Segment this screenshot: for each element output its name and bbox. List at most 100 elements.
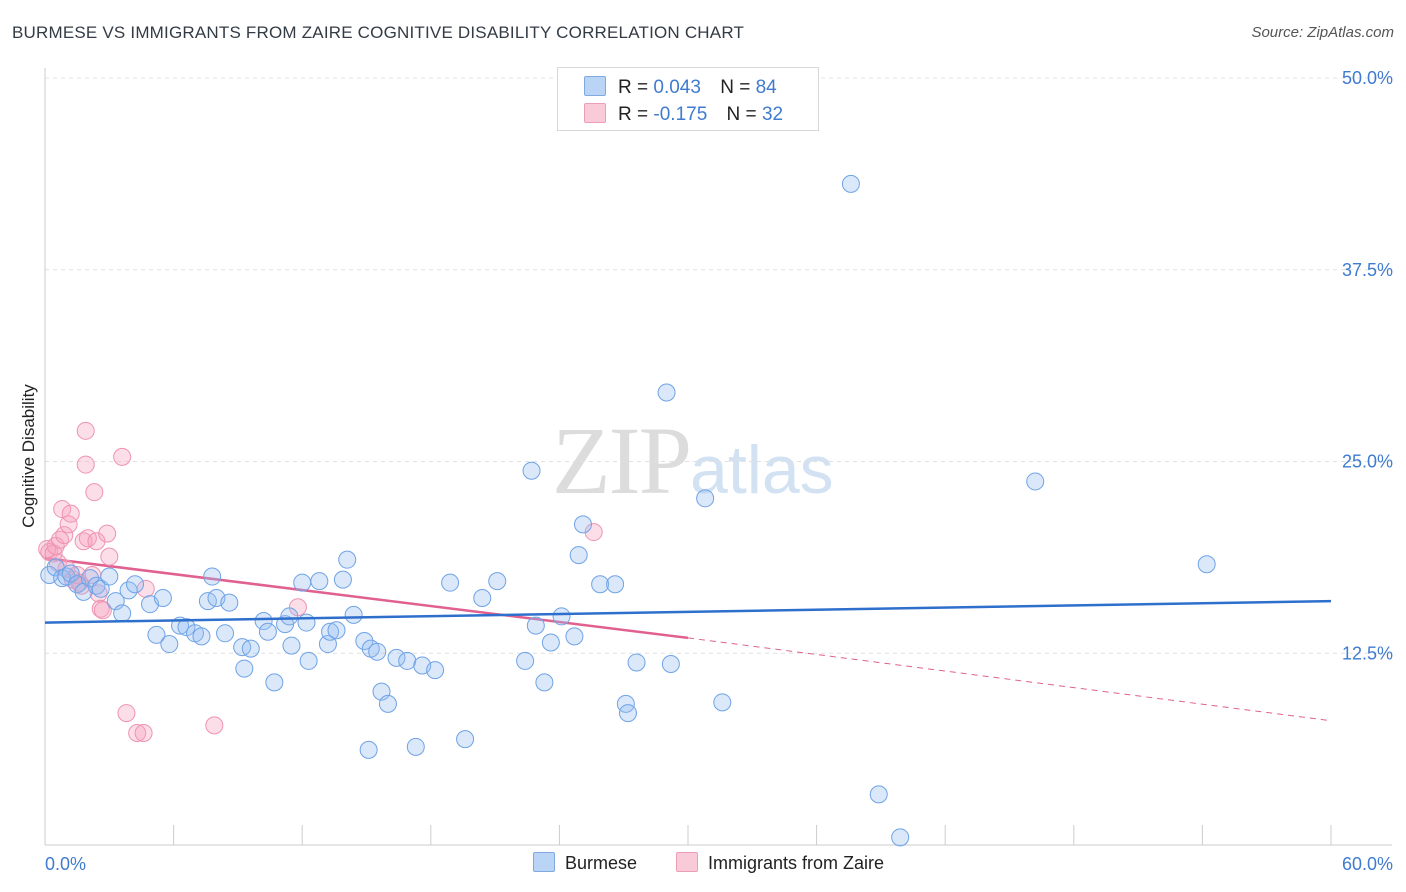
zaire-point [584, 523, 603, 542]
burmese-point [696, 489, 715, 508]
zaire-point [89, 584, 108, 603]
burmese-point [61, 564, 80, 583]
burmese-point [299, 651, 318, 670]
burmese-point [220, 593, 239, 612]
burmese-point [488, 572, 507, 591]
burmese-point [203, 567, 222, 586]
burmese-point [241, 639, 260, 658]
x-tick-label: 0.0% [45, 854, 86, 874]
legend-n-value: 84 [755, 77, 777, 98]
burmese-point [869, 785, 888, 804]
burmese-point [387, 648, 406, 667]
burmese-point [713, 693, 732, 712]
burmese-point [657, 383, 676, 402]
burmese-point [573, 515, 592, 534]
burmese-point [333, 570, 352, 589]
burmese-point [280, 607, 299, 626]
burmese-point [661, 654, 680, 673]
legend-row-zaire: R = -0.175 N = 32 [584, 103, 783, 127]
zaire-point [55, 526, 74, 545]
burmese-point [344, 605, 363, 624]
burmese-point [406, 737, 425, 756]
burmese-point [293, 573, 312, 592]
burmese-point [378, 694, 397, 713]
bottom-legend-swatch-burmese [533, 852, 555, 872]
burmese-point [618, 704, 637, 723]
burmese-point [359, 740, 378, 759]
legend-row-burmese: R = 0.043 N = 84 [584, 76, 777, 100]
burmese-point [606, 575, 625, 594]
axes [44, 68, 1392, 846]
burmese-point [282, 636, 301, 655]
zaire-point [87, 532, 106, 551]
burmese-point [565, 627, 584, 646]
burmese-point [258, 622, 277, 641]
burmese-point [355, 631, 374, 650]
burmese-point [627, 653, 646, 672]
burmese-point [1026, 472, 1045, 491]
y-tick-label: 12.5% [1342, 643, 1393, 663]
zaire-point [76, 455, 95, 474]
burmese-point [265, 673, 284, 692]
y-tick-label: 50.0% [1342, 68, 1393, 88]
zaire-point [61, 504, 80, 523]
zaire-trend-extension [687, 637, 1332, 722]
burmese-point [441, 573, 460, 592]
zaire-point [128, 724, 147, 743]
burmese-point [516, 651, 535, 670]
tick-labels: 12.5% 25.0% 37.5% 50.0% 0.0% 60.0% Cognitive D… [19, 68, 1393, 874]
burmese-point [327, 621, 346, 640]
legend-swatch-zaire [584, 103, 606, 123]
legend-swatch-burmese [584, 76, 606, 96]
burmese-point [368, 642, 387, 661]
zaire-point [93, 601, 112, 620]
burmese-point [456, 730, 475, 749]
burmese-point [160, 635, 179, 654]
burmese-point [310, 572, 329, 591]
legend-r-value: -0.175 [653, 104, 708, 125]
grid-lines [45, 77, 1392, 654]
burmese-point [297, 613, 316, 632]
burmese-point [1197, 555, 1216, 574]
legend-r-label: R = [618, 77, 649, 98]
burmese-point [522, 461, 541, 480]
burmese-point [216, 624, 235, 643]
legend-r-value: 0.043 [653, 77, 701, 98]
burmese-point [526, 616, 545, 635]
burmese-point [569, 546, 588, 565]
zaire-point [100, 547, 119, 566]
burmese-point [426, 661, 445, 680]
y-axis-title: Cognitive Disability [19, 384, 38, 528]
burmese-point [254, 612, 273, 631]
burmese-trend-line-group [44, 599, 1332, 624]
burmese-point [541, 633, 560, 652]
burmese-point [591, 575, 610, 594]
burmese-point [398, 651, 417, 670]
y-tick-label: 25.0% [1342, 452, 1393, 472]
legend-n-value: 32 [761, 104, 784, 125]
legend-n-label: N = [720, 77, 751, 98]
zaire-point [98, 524, 117, 543]
chart-source: Source: ZipAtlas.com [1251, 24, 1394, 41]
bottom-legend-label: Immigrants from Zaire [708, 853, 885, 873]
zaire-trend-line [44, 556, 689, 640]
burmese-point [841, 174, 860, 193]
y-tick-label: 37.5% [1342, 260, 1393, 280]
legend-r-label: R = [618, 104, 649, 125]
burmese-point [113, 604, 132, 623]
burmese-point [153, 589, 172, 608]
zaire-point [76, 421, 95, 440]
bottom-legend-label: Burmese [565, 853, 638, 873]
zaire-trend-line-group [44, 556, 1332, 722]
watermark-zip: ZIP [552, 407, 692, 514]
x-tick-label: 60.0% [1342, 854, 1393, 874]
bottom-legend-swatch-zaire [676, 852, 698, 872]
chart-title: BURMESE VS IMMIGRANTS FROM ZAIRE COGNITI… [12, 23, 745, 42]
zaire-point [205, 716, 224, 735]
burmese-point [91, 579, 110, 598]
zaire-point [113, 447, 132, 466]
burmese-point [100, 567, 119, 586]
legend-n-label: N = [726, 104, 757, 125]
watermark-atlas: atlas [690, 432, 834, 508]
